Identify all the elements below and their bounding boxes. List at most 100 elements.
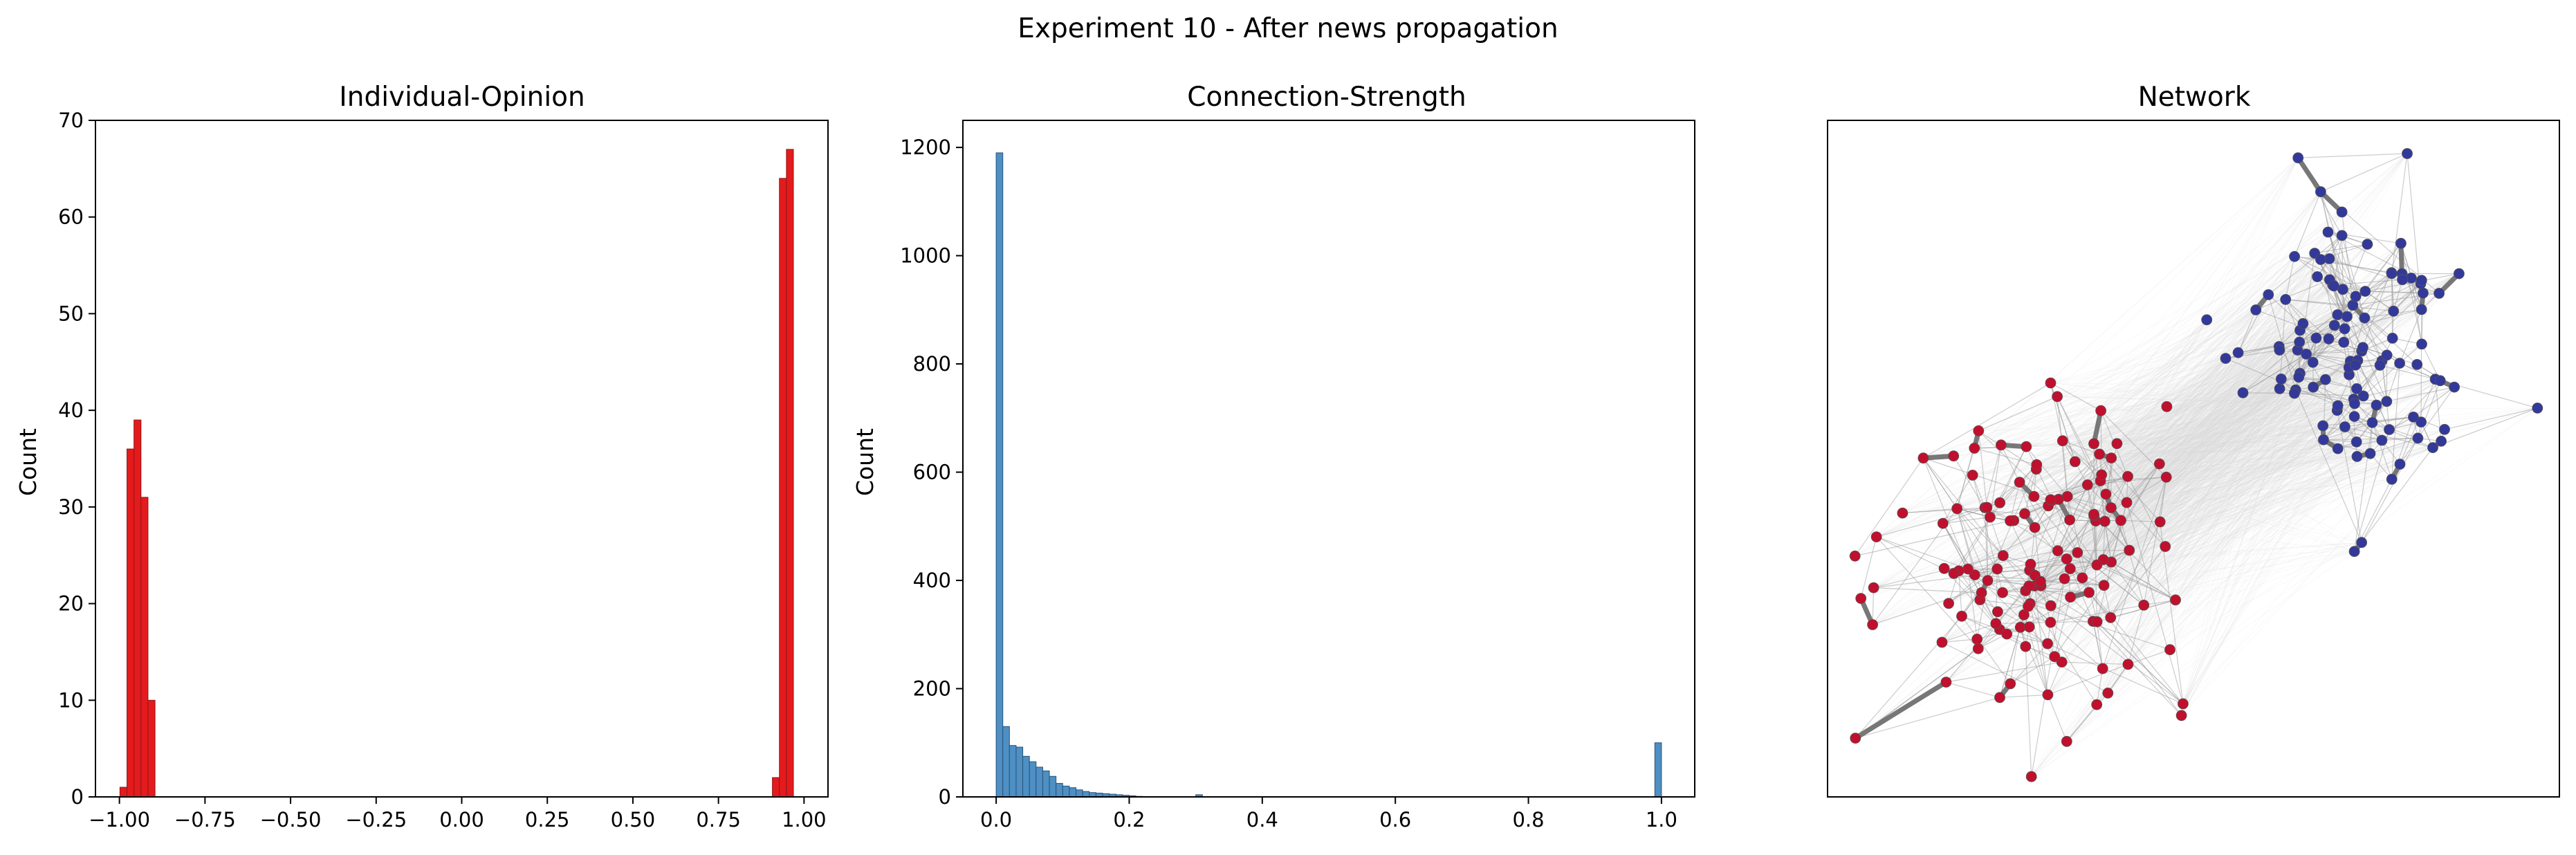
network-edge <box>2096 403 2355 705</box>
network-edge <box>1873 559 2104 589</box>
network-node <box>2397 274 2408 286</box>
network-edge <box>2026 252 2315 448</box>
network-edge <box>2009 656 2055 684</box>
network-node <box>2019 508 2030 520</box>
network-edge <box>2323 416 2355 441</box>
network-edge <box>2040 580 2104 586</box>
strength-y-tick-label: 0 <box>939 785 951 809</box>
network-node <box>2042 638 2054 650</box>
network-edge <box>2100 323 2303 481</box>
network-edge <box>1967 453 2371 570</box>
network-node <box>2072 547 2083 558</box>
opinion-y-tick-label: 20 <box>58 592 84 616</box>
network-edge <box>2070 401 2387 598</box>
network-edge <box>2062 153 2408 441</box>
network-edge <box>2105 443 2117 495</box>
strength-y-tick-label: 1000 <box>900 244 951 268</box>
network-edge <box>2255 279 2330 311</box>
network-edge <box>2026 243 2368 448</box>
network-edge <box>2160 323 2303 522</box>
network-edge <box>2097 365 2380 566</box>
network-edge <box>2096 378 2436 705</box>
strength-bar <box>995 152 1004 798</box>
network-edge <box>1996 365 2356 624</box>
opinion-bar <box>134 419 142 798</box>
network-edge <box>2110 288 2344 459</box>
network-edge <box>1953 447 2434 457</box>
network-node <box>2106 452 2117 463</box>
network-edge <box>2048 663 2128 695</box>
network-edge <box>2106 309 2256 495</box>
network-edge <box>2127 299 2286 477</box>
strength-bar <box>1056 782 1063 798</box>
strength-y-tick-label: 800 <box>913 352 951 376</box>
network-edge <box>2058 191 2321 500</box>
network-node <box>1982 575 1994 587</box>
opinion-x-tick-label: 0.00 <box>439 808 484 831</box>
network-edge <box>1974 330 2301 576</box>
network-edge <box>1997 564 2031 570</box>
network-node <box>2310 332 2322 344</box>
network-edge <box>2027 441 2442 607</box>
network-edge <box>1902 362 2313 514</box>
network-edge <box>2432 407 2538 448</box>
network-edge <box>2024 256 2295 515</box>
network-edge <box>1953 573 1980 600</box>
network-edge <box>2106 323 2303 495</box>
network-node <box>2351 451 2363 462</box>
network-edge <box>2127 252 2315 477</box>
network-node <box>2105 612 2117 623</box>
strength-bar <box>1082 791 1090 798</box>
network-edge <box>2066 441 2357 742</box>
network-edge <box>2026 293 2440 448</box>
network-edge <box>2096 304 2353 705</box>
network-node <box>1995 439 2007 451</box>
network-node <box>2338 336 2350 348</box>
network-edge <box>2066 378 2282 560</box>
network-edge <box>2128 212 2343 551</box>
network-node <box>2342 311 2353 322</box>
opinion-x-tick-label: 0.25 <box>525 808 570 831</box>
network-edge <box>2057 396 2130 551</box>
strength-x-axis: 0.0 0.2 0.4 0.6 0.8 1.0 <box>980 797 1677 831</box>
network-edge <box>2103 441 2442 560</box>
network-edge <box>2181 349 2280 716</box>
network-edge <box>2057 232 2328 397</box>
network-edge <box>2067 232 2328 497</box>
network-edge <box>2009 367 2350 684</box>
network-edge <box>1876 157 2299 537</box>
strength-bar <box>1009 745 1017 798</box>
network-edge <box>2357 360 2390 430</box>
network-edge <box>2029 410 2338 627</box>
network-edge <box>2106 252 2315 495</box>
network-edge <box>2006 447 2434 635</box>
network-edge <box>2101 367 2349 475</box>
network-edge <box>1948 243 2402 604</box>
network-node <box>2005 678 2016 690</box>
network-edge <box>2117 426 2345 444</box>
network-edge <box>2030 422 2373 605</box>
network-node <box>2412 432 2424 444</box>
opinion-y-tick-label: 70 <box>58 109 84 132</box>
network-edge <box>2000 353 2307 445</box>
network-node <box>2088 438 2099 450</box>
network-edge <box>2294 256 2392 273</box>
network-node <box>2153 458 2165 470</box>
network-edge <box>2120 379 2326 521</box>
network-node <box>2416 338 2427 350</box>
network-edge <box>1999 283 2421 698</box>
network-edge <box>2025 439 2324 647</box>
network-edge <box>1978 362 2313 432</box>
network-edge <box>2320 259 2335 326</box>
network-edge <box>2025 446 2068 497</box>
network-edge <box>1958 286 2335 571</box>
network-edge <box>2062 441 2070 520</box>
network-edge <box>2096 373 2301 705</box>
network-edge <box>2093 514 2176 600</box>
network-edge <box>1942 285 2335 524</box>
network-edge <box>2003 499 2051 556</box>
network-graph <box>1849 148 2543 782</box>
network-edge <box>2036 407 2538 470</box>
network-edge <box>2127 192 2321 665</box>
network-node <box>2453 268 2465 279</box>
